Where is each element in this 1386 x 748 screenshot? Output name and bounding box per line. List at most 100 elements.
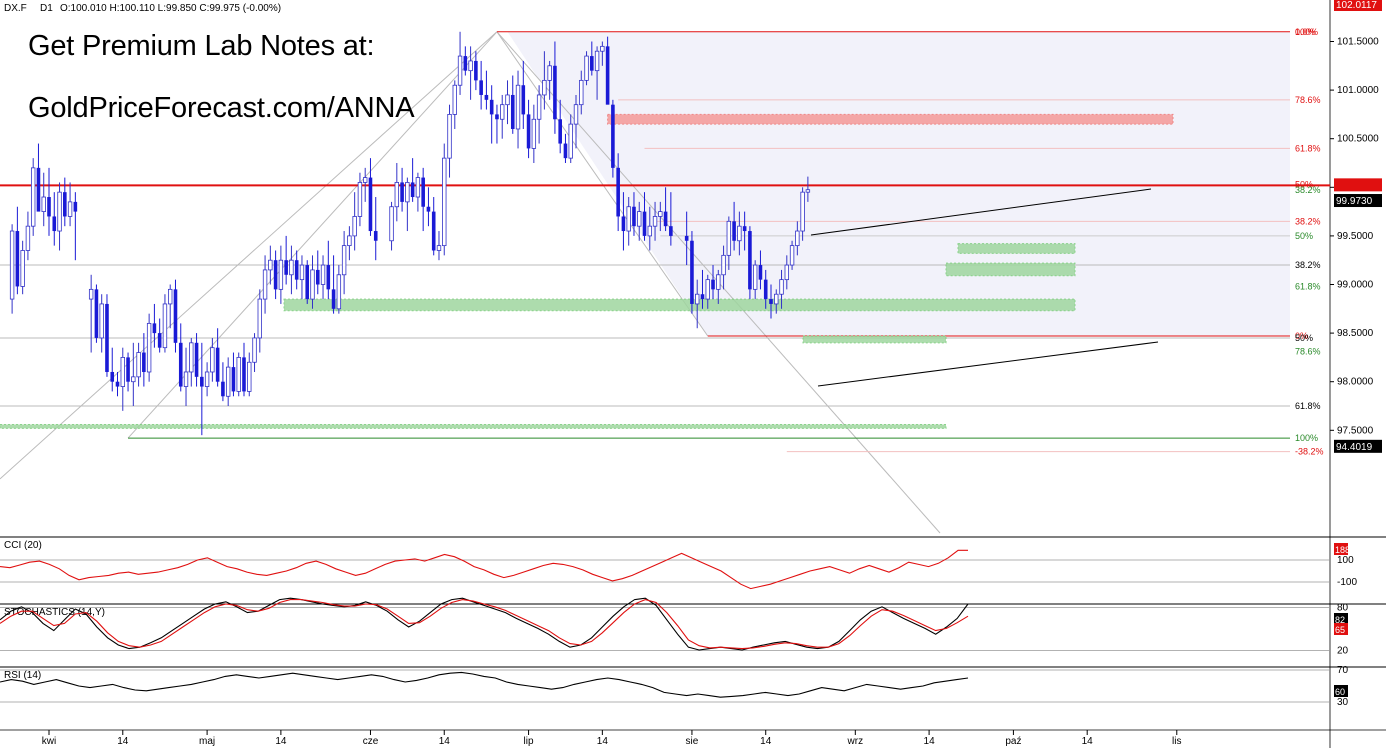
cci-pane: CCI (20) 100 -100 188	[0, 540, 1357, 590]
candle-body	[779, 279, 784, 295]
indicator-title: RSI (14)	[4, 670, 41, 681]
candle-body	[331, 289, 336, 309]
indicator-tick-label: -100	[1337, 577, 1357, 588]
candle-body	[658, 211, 663, 217]
candle-body	[368, 177, 373, 232]
candle-body	[652, 216, 658, 227]
candle-body	[373, 231, 378, 241]
candle-body	[20, 250, 25, 287]
candle-body	[15, 231, 20, 287]
candle-body	[526, 114, 531, 149]
indicator-last-bg	[1334, 685, 1348, 697]
candle-body	[748, 231, 752, 290]
candle-body	[637, 211, 642, 227]
candle-body	[236, 356, 241, 392]
candle-body	[310, 269, 315, 300]
candle-body	[690, 240, 694, 304]
candle-body	[547, 65, 552, 81]
candle-body	[531, 118, 537, 149]
candle-body	[616, 167, 620, 217]
price-badge-top: 102.0117	[1336, 0, 1377, 11]
candle-body	[394, 182, 400, 208]
candle-body	[436, 245, 442, 251]
candle-body	[178, 342, 183, 387]
candle-body	[268, 259, 273, 271]
fib-label: 50%	[1295, 179, 1313, 189]
candle-body	[721, 254, 726, 276]
indicator-tick-label: 70	[1337, 665, 1349, 676]
indicator-last-bg	[1334, 543, 1348, 555]
candle-body	[784, 264, 789, 281]
candle-body	[484, 94, 489, 100]
candle-body	[247, 361, 252, 392]
fib-label: 100%	[1295, 433, 1318, 443]
candle-body	[463, 56, 468, 71]
candle-body	[136, 352, 141, 378]
candle-body	[621, 216, 626, 232]
candle-body	[215, 347, 220, 382]
x-axis: 101.5000101.0000100.5000100.000099.50009…	[42, 0, 1382, 747]
price-tick-label: 98.0000	[1337, 377, 1374, 388]
candle-body	[642, 211, 647, 236]
fib-label: 50%	[1295, 231, 1313, 241]
price-tick-label: 99.0000	[1337, 280, 1374, 291]
candle-body	[47, 197, 51, 217]
promo-link[interactable]: GoldPriceForecast.com/ANNA	[28, 92, 415, 124]
candle-body	[273, 260, 278, 290]
header-ohlc: O:100.010 H:100.110 L:99.850 C:99.975 (-…	[60, 3, 281, 14]
indicator-tick-label: 80	[1337, 602, 1349, 613]
x-tick-label: wrz	[847, 736, 864, 747]
candle-body	[716, 274, 721, 290]
indicator-last-value: 188	[1335, 545, 1350, 555]
x-tick-label: lis	[1172, 736, 1181, 747]
candle-body	[695, 293, 700, 305]
trend-line	[496, 31, 709, 337]
indicator-last-value: 65	[1335, 625, 1345, 635]
candle-body	[73, 201, 78, 212]
candle-body	[400, 182, 404, 202]
x-tick-label: cze	[363, 736, 379, 747]
candle-body	[805, 189, 811, 193]
candle-body	[605, 46, 610, 105]
candle-body	[305, 265, 310, 300]
candle-body	[126, 357, 130, 382]
x-tick-label: 14	[275, 736, 287, 747]
candle-body	[63, 192, 67, 217]
candle-body	[105, 303, 109, 372]
candle-body	[57, 191, 62, 232]
support-zone	[945, 262, 1076, 277]
candle-body	[52, 216, 57, 232]
candle-body	[468, 60, 473, 72]
candle-body	[789, 245, 795, 266]
candle-body	[142, 352, 146, 372]
candle-body	[774, 293, 779, 305]
candle-body	[257, 298, 262, 339]
x-tick-label: 14	[117, 736, 129, 747]
x-tick-label: kwi	[42, 736, 56, 747]
indicator-last-bg	[1334, 623, 1348, 635]
candle-body	[442, 157, 447, 247]
candle-body	[573, 104, 579, 125]
candle-body	[579, 79, 584, 106]
candle-body	[415, 177, 421, 198]
candle-body	[558, 119, 562, 144]
candle-body	[289, 259, 294, 276]
x-tick-label: 14	[760, 736, 772, 747]
candle-body	[594, 50, 600, 72]
candle-body	[262, 269, 268, 300]
candle-body	[669, 226, 673, 236]
candle-body	[347, 235, 352, 247]
candle-body	[320, 264, 326, 285]
indicator-last-bg	[1334, 613, 1348, 625]
candle-body	[168, 288, 173, 305]
candle-body	[515, 84, 521, 130]
indicator-series	[0, 597, 969, 651]
fib-label: 0%	[1295, 331, 1308, 341]
candle-body	[88, 288, 94, 300]
candle-body	[495, 114, 499, 120]
candle-body	[341, 245, 347, 276]
candle-body	[183, 371, 189, 387]
candle-body	[189, 342, 194, 373]
